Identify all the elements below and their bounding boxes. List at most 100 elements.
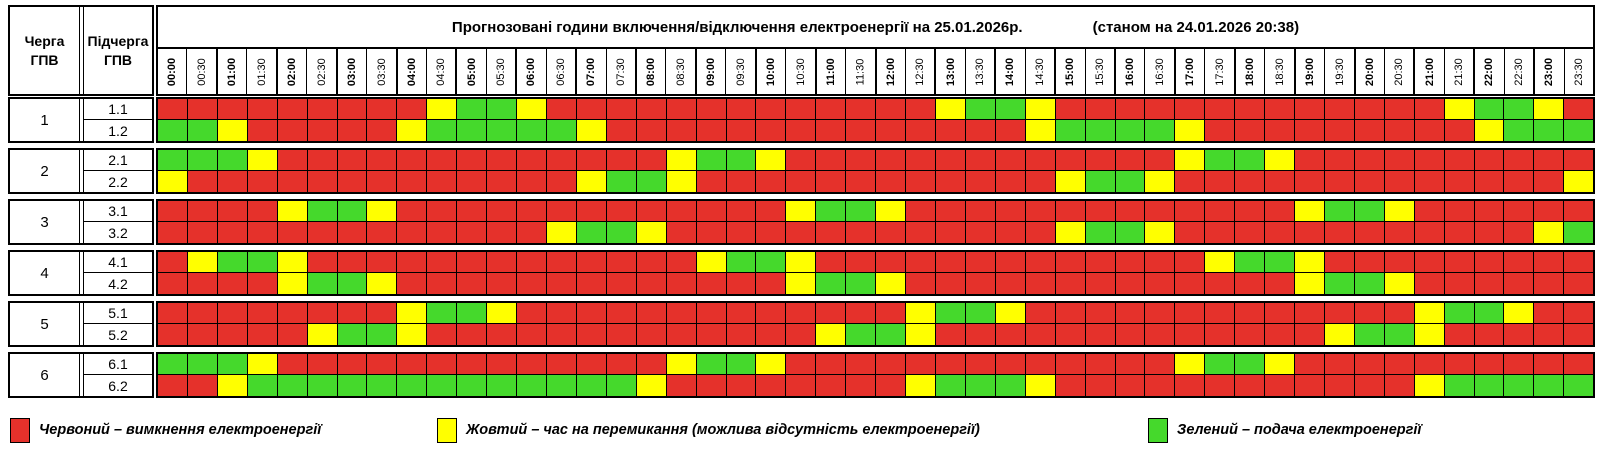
- column-divider: [79, 252, 84, 294]
- time-label: 17:00: [1173, 49, 1204, 94]
- schedule-cell: [905, 171, 935, 192]
- column-divider: [79, 7, 84, 94]
- schedule-cell: [1353, 375, 1384, 396]
- schedule-cell: [336, 201, 367, 222]
- schedule-cell: [246, 324, 277, 345]
- schedule-cell: [216, 252, 247, 273]
- schedule-cell: [1144, 150, 1175, 171]
- schedule-cell: [1174, 354, 1205, 375]
- schedule-cell: [1443, 120, 1474, 141]
- time-label: 19:30: [1324, 49, 1353, 94]
- schedule-cell: [516, 222, 546, 243]
- schedule-cell: [1024, 150, 1055, 171]
- schedule-cell: [1204, 303, 1235, 324]
- schedule-cell: [1473, 375, 1504, 396]
- schedule-cell: [1443, 303, 1474, 324]
- schedule-cell: [456, 354, 487, 375]
- schedule-cell: [1503, 252, 1534, 273]
- schedule-cell: [934, 222, 965, 243]
- schedule-cell: [1264, 171, 1295, 192]
- schedule-cell: [1323, 324, 1354, 345]
- schedule-row: [158, 150, 1594, 171]
- schedule-cell: [1383, 171, 1414, 192]
- schedule-cell: [1383, 252, 1414, 273]
- subqueue-number: 3.1: [84, 201, 152, 222]
- queue-group-labels: 6 6.1 6.2: [8, 352, 154, 398]
- schedule-cell: [1264, 303, 1295, 324]
- schedule-cell: [575, 375, 606, 396]
- schedule-cell: [1144, 273, 1175, 294]
- schedule-cell: [1294, 375, 1324, 396]
- legend-label-yellow: Жовтий – час на перемикання (можлива від…: [466, 422, 980, 438]
- schedule-cell: [516, 354, 546, 375]
- schedule-cell: [1144, 324, 1175, 345]
- schedule-cell: [1024, 120, 1055, 141]
- schedule-cell: [396, 324, 427, 345]
- schedule-cell: [1144, 201, 1175, 222]
- schedule-cell: [426, 273, 457, 294]
- schedule-cell: [306, 324, 337, 345]
- schedule-cell: [1533, 324, 1564, 345]
- schedule-cell: [1234, 150, 1265, 171]
- red-swatch: [10, 417, 30, 443]
- schedule-cell: [994, 171, 1025, 192]
- schedule-cell: [785, 171, 816, 192]
- subqueue-number: 6.2: [108, 377, 128, 394]
- time-label: 07:30: [605, 49, 635, 94]
- schedule-cell: [964, 303, 995, 324]
- schedule-row: [158, 99, 1594, 120]
- schedule-cell: [216, 303, 247, 324]
- schedule-cell: [1383, 324, 1414, 345]
- schedule-cell: [246, 303, 277, 324]
- schedule-cell: [1054, 120, 1085, 141]
- schedule-cell: [306, 150, 337, 171]
- schedule-cell: [1413, 375, 1444, 396]
- schedule-cell: [725, 354, 756, 375]
- schedule-cell: [905, 201, 935, 222]
- schedule-cell: [186, 222, 217, 243]
- schedule-cell: [1294, 201, 1324, 222]
- schedule-cell: [426, 375, 457, 396]
- subqueue-number: 6.1: [84, 354, 152, 375]
- schedule-cell: [665, 354, 696, 375]
- schedule-cell: [725, 303, 756, 324]
- schedule-cell: [755, 375, 786, 396]
- schedule-cell: [366, 150, 397, 171]
- schedule-cell: [1353, 303, 1384, 324]
- schedule-cell: [246, 201, 277, 222]
- schedule-cell: [396, 222, 427, 243]
- schedule-cell: [216, 222, 247, 243]
- time-label: 01:30: [246, 49, 275, 94]
- time-label: 15:00: [1054, 49, 1084, 94]
- schedule-cell: [426, 120, 457, 141]
- schedule-cell: [456, 273, 487, 294]
- time-label: 16:30: [1144, 49, 1173, 94]
- schedule-cell: [1383, 375, 1414, 396]
- schedule-cell: [964, 324, 995, 345]
- schedule-cell: [1533, 99, 1564, 120]
- schedule-cell: [1503, 354, 1534, 375]
- time-label: 05:30: [485, 49, 515, 94]
- schedule-cell: [186, 252, 217, 273]
- schedule-cell: [246, 252, 277, 273]
- schedule-cell: [216, 171, 247, 192]
- schedule-cell: [964, 252, 995, 273]
- schedule-cell: [964, 171, 995, 192]
- schedule-cell: [994, 120, 1025, 141]
- schedule-cell: [216, 120, 247, 141]
- schedule-cell: [1174, 99, 1205, 120]
- schedule-cell: [785, 222, 816, 243]
- schedule-cell: [994, 222, 1025, 243]
- schedule-cell: [276, 222, 307, 243]
- time-label: 04:00: [395, 49, 426, 94]
- schedule-cell: [1294, 171, 1324, 192]
- schedule-cell: [1204, 99, 1235, 120]
- schedule-cell: [186, 201, 217, 222]
- schedule-cell: [1323, 273, 1354, 294]
- queue-number: 1: [40, 111, 49, 129]
- schedule-cell: [994, 150, 1025, 171]
- schedule-cell: [1054, 252, 1085, 273]
- schedule-cell: [635, 252, 666, 273]
- time-label: 09:00: [694, 49, 725, 94]
- schedule-cell: [366, 99, 397, 120]
